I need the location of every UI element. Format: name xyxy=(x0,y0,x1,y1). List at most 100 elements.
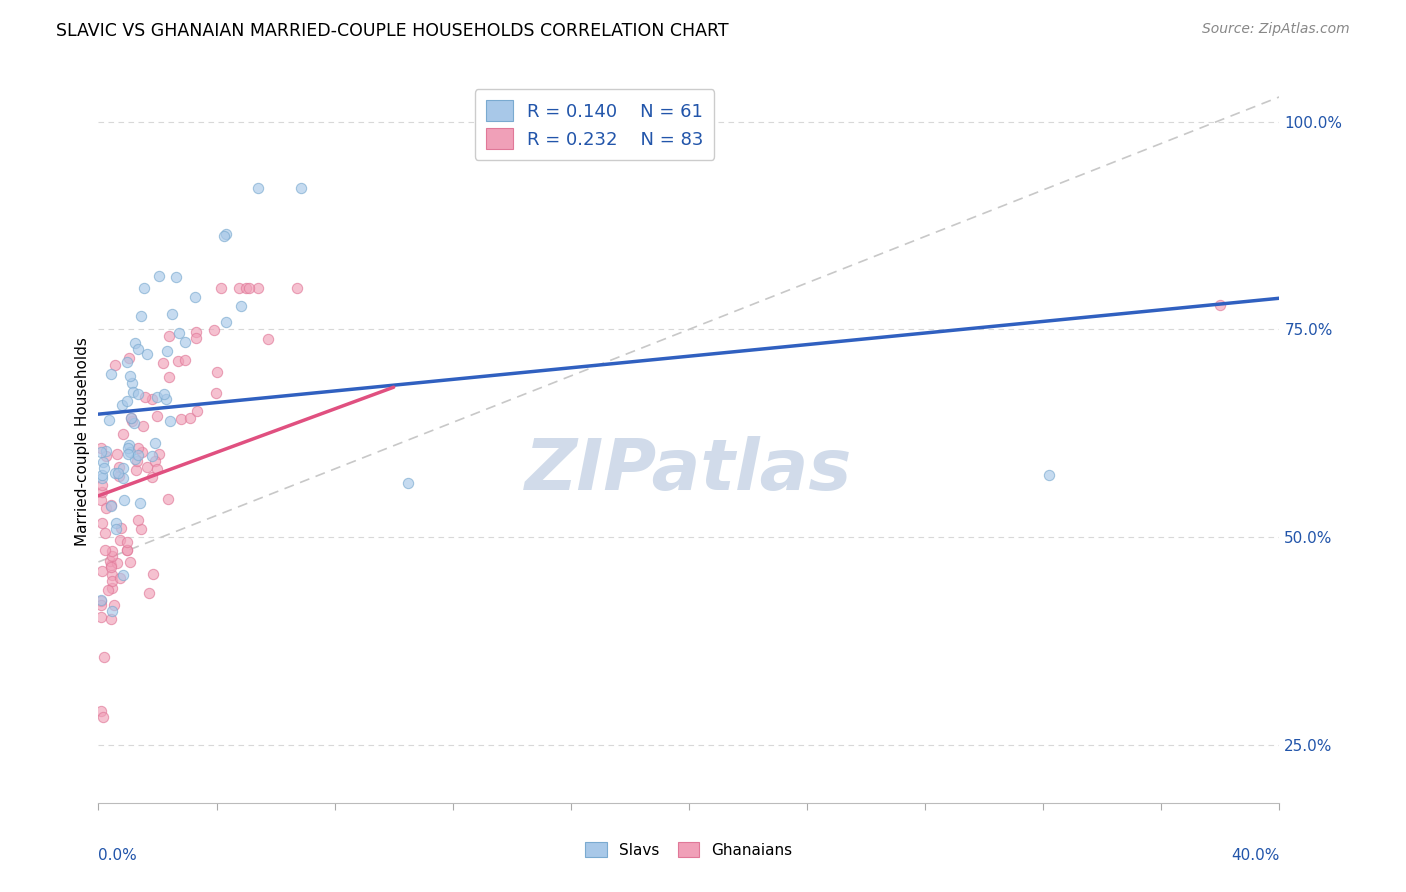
Point xyxy=(90,441,112,455)
Point xyxy=(110,533,132,547)
Point xyxy=(110,398,132,412)
Point xyxy=(129,523,152,537)
Point xyxy=(159,370,181,384)
Point xyxy=(107,469,129,483)
Point xyxy=(157,492,180,507)
Point xyxy=(148,268,170,283)
Point xyxy=(184,331,207,345)
Text: ZIPatlas: ZIPatlas xyxy=(526,436,852,505)
Point xyxy=(93,650,115,665)
Point xyxy=(96,449,118,463)
Point xyxy=(125,454,148,468)
Point xyxy=(121,376,143,391)
Point xyxy=(165,270,187,285)
Point xyxy=(100,500,122,514)
Point xyxy=(124,335,146,350)
Point xyxy=(127,441,149,455)
Point xyxy=(141,392,163,407)
Point xyxy=(121,414,143,428)
Point xyxy=(1038,467,1060,482)
Point xyxy=(108,571,131,585)
Point xyxy=(100,367,122,381)
Point xyxy=(152,356,174,370)
Point xyxy=(90,592,112,607)
Point xyxy=(120,410,142,425)
Point xyxy=(167,326,190,341)
Point xyxy=(90,492,112,507)
Point xyxy=(100,560,122,574)
Point xyxy=(91,564,114,578)
Point xyxy=(138,585,160,599)
Y-axis label: Married-couple Households: Married-couple Households xyxy=(75,337,90,546)
Point xyxy=(104,523,127,537)
Point xyxy=(118,351,141,365)
Point xyxy=(91,455,114,469)
Text: 40.0%: 40.0% xyxy=(1232,848,1279,863)
Point xyxy=(115,534,138,549)
Point xyxy=(91,709,114,723)
Point xyxy=(100,612,122,626)
Point xyxy=(117,447,139,461)
Point xyxy=(141,470,163,484)
Point xyxy=(136,347,159,361)
Point xyxy=(129,309,152,323)
Text: 0.0%: 0.0% xyxy=(98,848,138,863)
Point xyxy=(94,543,117,558)
Point xyxy=(228,281,250,295)
Point xyxy=(118,438,141,452)
Point xyxy=(132,419,155,434)
Point xyxy=(98,413,121,427)
Point xyxy=(148,447,170,461)
Point xyxy=(186,404,208,418)
Point xyxy=(127,448,149,462)
Point xyxy=(174,353,197,368)
Point xyxy=(98,554,121,568)
Point xyxy=(142,567,165,582)
Point xyxy=(214,228,236,243)
Point xyxy=(132,281,155,295)
Point xyxy=(120,556,142,570)
Point xyxy=(115,393,138,408)
Point xyxy=(94,501,117,516)
Point xyxy=(186,325,208,339)
Point xyxy=(112,492,135,507)
Point xyxy=(124,451,146,466)
Point xyxy=(107,467,129,481)
Point xyxy=(117,441,139,455)
Point xyxy=(105,556,128,570)
Point xyxy=(94,443,117,458)
Point xyxy=(97,582,120,597)
Point xyxy=(143,454,166,468)
Point xyxy=(111,427,134,442)
Point xyxy=(141,449,163,463)
Point xyxy=(93,460,115,475)
Point xyxy=(127,342,149,356)
Point xyxy=(108,460,131,475)
Point xyxy=(143,436,166,450)
Point xyxy=(184,290,207,304)
Point xyxy=(1209,297,1232,311)
Point xyxy=(111,461,134,475)
Point xyxy=(112,471,135,485)
Text: SLAVIC VS GHANAIAN MARRIED-COUPLE HOUSEHOLDS CORRELATION CHART: SLAVIC VS GHANAIAN MARRIED-COUPLE HOUSEH… xyxy=(56,22,728,40)
Point xyxy=(160,307,183,321)
Point xyxy=(127,386,149,401)
Point xyxy=(90,594,112,608)
Point xyxy=(205,386,228,401)
Point xyxy=(100,544,122,558)
Point xyxy=(290,181,312,195)
Point xyxy=(209,281,232,295)
Point xyxy=(134,390,156,404)
Point xyxy=(202,323,225,337)
Point xyxy=(257,332,280,346)
Point xyxy=(101,549,124,563)
Point xyxy=(128,496,150,510)
Point xyxy=(174,334,197,349)
Legend: R = 0.140    N = 61, R = 0.232    N = 83: R = 0.140 N = 61, R = 0.232 N = 83 xyxy=(475,89,714,160)
Point xyxy=(90,485,112,500)
Point xyxy=(103,598,125,612)
Point xyxy=(100,558,122,572)
Point xyxy=(398,476,420,491)
Point xyxy=(124,416,146,430)
Point xyxy=(229,299,252,313)
